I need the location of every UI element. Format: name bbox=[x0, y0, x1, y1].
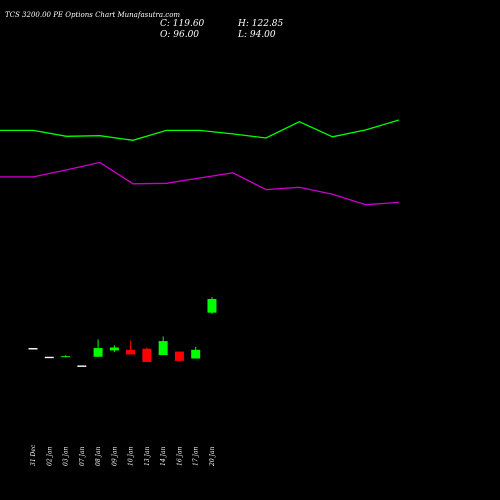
candle-03-jan bbox=[61, 355, 71, 358]
x-tick-label: 17 Jan bbox=[193, 446, 200, 466]
x-tick-label: 16 Jan bbox=[176, 446, 183, 466]
candle-body bbox=[77, 365, 87, 367]
x-tick-label: 07 Jan bbox=[79, 446, 86, 466]
candle-body bbox=[93, 348, 103, 357]
candle-31-dec bbox=[28, 348, 38, 350]
low-value: L: 94.00 bbox=[237, 30, 276, 40]
x-axis-ticks: 31 Dec 02 Jan 03 Jan 07 Jan 08 Jan 09 Jan 10 J… bbox=[30, 444, 216, 467]
indicator-lines bbox=[0, 119, 400, 206]
x-tick-label: 13 Jan bbox=[144, 446, 151, 466]
open-value: O: 96.00 bbox=[160, 30, 199, 40]
x-tick-label: 14 Jan bbox=[160, 446, 167, 466]
candle-20-jan bbox=[207, 297, 217, 314]
candle-13-jan bbox=[142, 347, 152, 363]
x-tick-label: 09 Jan bbox=[111, 446, 118, 466]
upper-band-line bbox=[0, 119, 400, 141]
candle-10-jan bbox=[126, 340, 136, 355]
candle-body bbox=[44, 356, 54, 359]
candle-07-jan bbox=[77, 365, 87, 367]
candle-body bbox=[207, 298, 217, 313]
candle-body bbox=[191, 349, 201, 359]
candle-body bbox=[126, 349, 136, 355]
lower-band-line bbox=[0, 161, 400, 206]
candles bbox=[28, 297, 217, 367]
high-value: H: 122.85 bbox=[237, 19, 284, 29]
candle-body bbox=[174, 351, 184, 361]
chart-title: TCS 3200.00 PE Options Chart Munafasutra… bbox=[5, 11, 180, 19]
close-value: C: 119.60 bbox=[160, 19, 205, 29]
candle-09-jan bbox=[109, 345, 119, 353]
x-tick-label: 20 Jan bbox=[209, 446, 216, 467]
candle-body bbox=[142, 348, 152, 363]
x-tick-label: 10 Jan bbox=[128, 446, 135, 466]
candle-body bbox=[28, 348, 38, 350]
candle-body bbox=[158, 341, 168, 356]
x-tick-label: 31 Dec bbox=[30, 444, 37, 466]
candle-14-jan bbox=[158, 336, 168, 356]
candle-body bbox=[109, 347, 119, 351]
candle-body bbox=[61, 356, 71, 358]
candle-16-jan bbox=[174, 351, 184, 362]
x-tick-label: 03 Jan bbox=[63, 446, 70, 466]
candle-17-jan bbox=[191, 346, 201, 359]
x-tick-label: 02 Jan bbox=[46, 446, 53, 466]
candle-08-jan bbox=[93, 339, 103, 357]
x-tick-label: 08 Jan bbox=[95, 446, 102, 466]
candle-02-jan bbox=[44, 356, 54, 359]
